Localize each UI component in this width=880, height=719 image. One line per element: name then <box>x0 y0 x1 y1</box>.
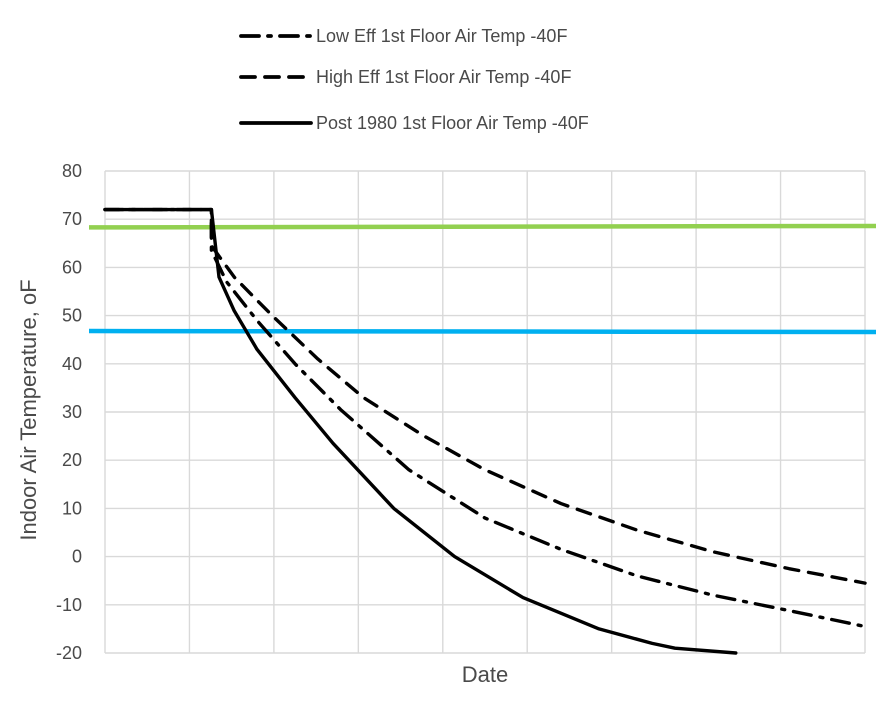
reference-line-blue <box>88 328 877 335</box>
y-tick-label: -10 <box>56 595 82 615</box>
series-line-post-1980 <box>103 207 738 655</box>
legend: Low Eff 1st Floor Air Temp -40F High Eff… <box>239 26 589 133</box>
y-tick-label: 30 <box>62 402 82 422</box>
y-tick-label: 40 <box>62 354 82 374</box>
x-axis-label: Date <box>462 662 508 687</box>
y-tick-label: 50 <box>62 306 82 326</box>
legend-label-low-eff: Low Eff 1st Floor Air Temp -40F <box>316 26 567 46</box>
y-axis-ticks: 80 70 60 50 40 30 20 10 0 -10 -20 <box>56 161 82 663</box>
y-tick-label: 0 <box>72 547 82 567</box>
reference-line-green <box>88 223 877 230</box>
y-tick-label: 70 <box>62 209 82 229</box>
grid-lines <box>104 170 866 654</box>
legend-label-high-eff: High Eff 1st Floor Air Temp -40F <box>316 67 571 87</box>
legend-item-low-eff: Low Eff 1st Floor Air Temp -40F <box>239 26 567 46</box>
y-axis-label: Indoor Air Temperature, oF <box>16 279 41 540</box>
legend-item-post-1980: Post 1980 1st Floor Air Temp -40F <box>239 113 589 133</box>
reference-lines <box>88 223 877 335</box>
legend-label-post-1980: Post 1980 1st Floor Air Temp -40F <box>316 113 589 133</box>
legend-item-high-eff: High Eff 1st Floor Air Temp -40F <box>239 67 571 87</box>
y-tick-label: 60 <box>62 257 82 277</box>
y-tick-label: -20 <box>56 643 82 663</box>
y-tick-label: 20 <box>62 450 82 470</box>
y-tick-label: 80 <box>62 161 82 181</box>
series-line-low-eff <box>103 207 867 629</box>
y-tick-label: 10 <box>62 498 82 518</box>
data-series <box>103 207 867 655</box>
